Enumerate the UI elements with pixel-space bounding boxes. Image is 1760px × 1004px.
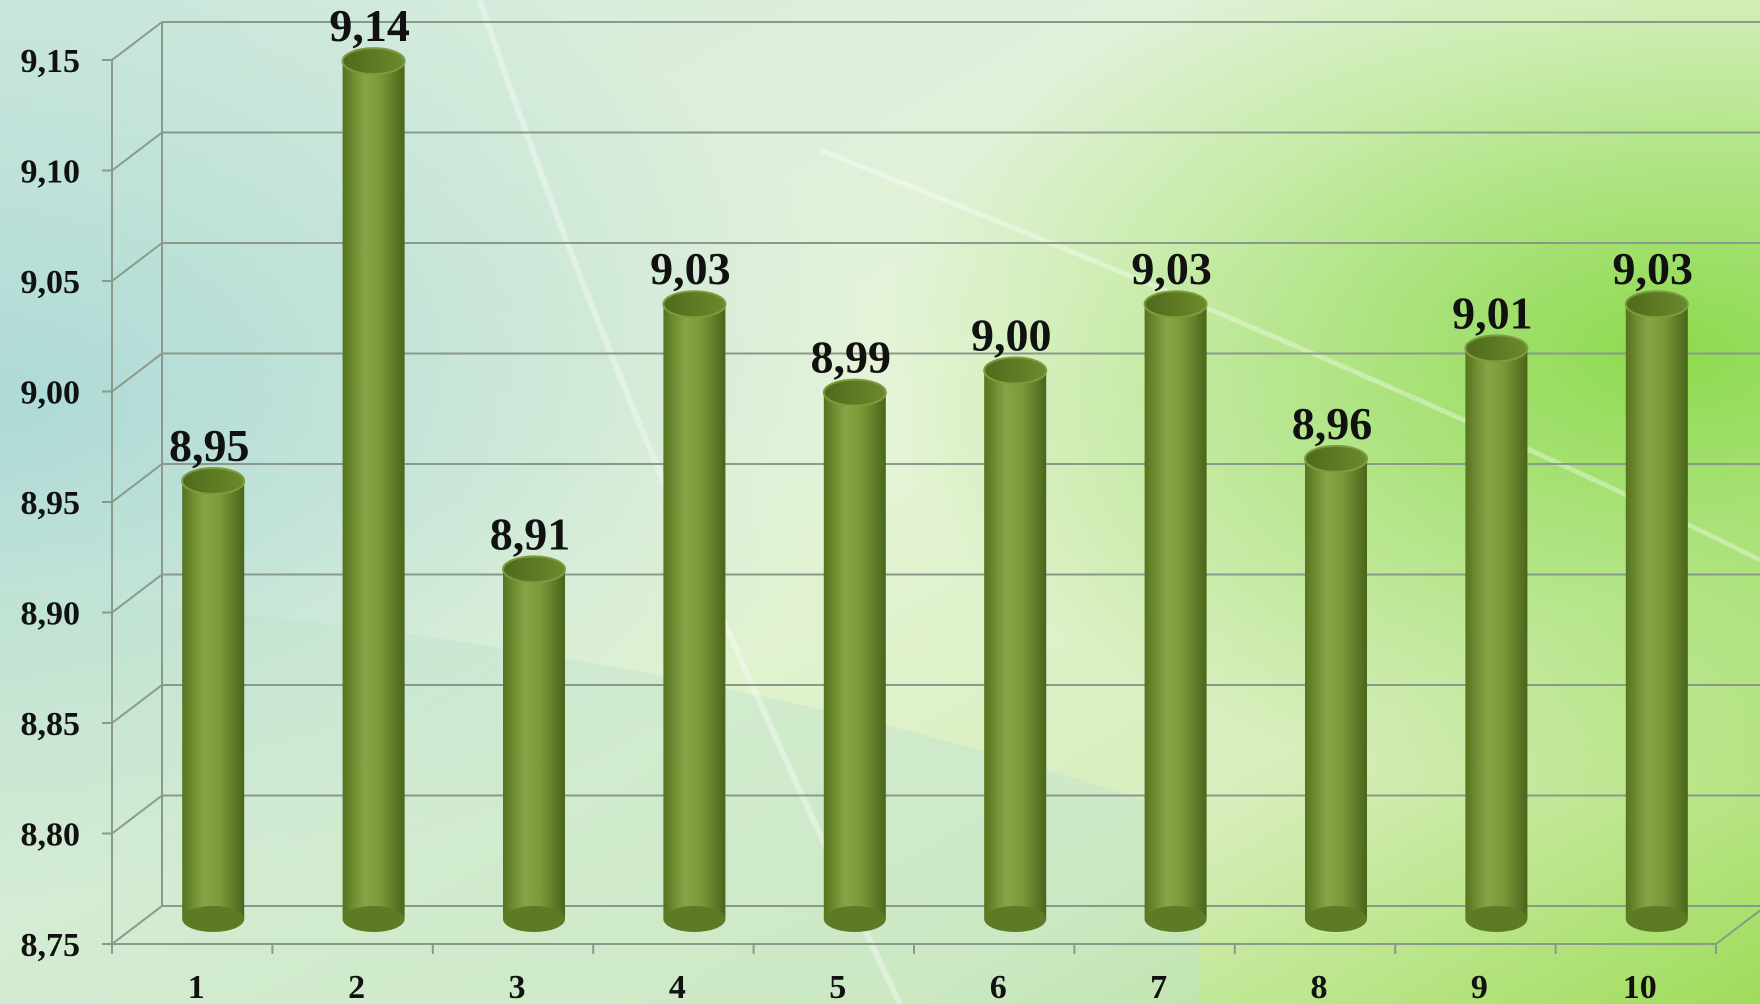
y-tick-label: 8,85 — [21, 706, 81, 743]
y-tick-label: 8,95 — [21, 485, 81, 522]
bar-body — [1625, 304, 1688, 919]
bar-cap — [1304, 444, 1368, 473]
x-tick-label: 9 — [1471, 969, 1488, 1004]
bar-2 — [341, 47, 406, 932]
bar-body — [1305, 458, 1367, 919]
bar-4 — [662, 290, 727, 932]
bar-7 — [1143, 290, 1208, 932]
floor-right-edge — [1715, 909, 1760, 945]
bar-body — [663, 304, 726, 919]
data-label: 8,99 — [811, 332, 892, 383]
data-label: 9,03 — [1131, 243, 1212, 294]
bar-base — [663, 906, 726, 932]
bar-base — [1305, 906, 1367, 932]
bar-cap — [662, 290, 727, 319]
y-axis-tick-labels: 8,75 8,80 8,85 8,90 8,95 9,00 9,05 9,10 9,15 — [21, 43, 81, 964]
bar-cap — [1143, 290, 1208, 319]
bar-cap — [502, 555, 566, 584]
bar-8 — [1304, 444, 1368, 932]
data-label: 9,03 — [650, 243, 731, 294]
bar-body — [823, 392, 886, 920]
bar-cap — [1624, 290, 1689, 319]
bar-1 — [181, 467, 246, 932]
data-label: 9,14 — [329, 0, 410, 51]
x-tick-label: 5 — [829, 969, 846, 1004]
gridline-side — [111, 463, 163, 503]
gridline-side — [111, 242, 163, 282]
gridline-side — [111, 794, 163, 835]
bar-base — [823, 906, 886, 932]
data-label: 9,01 — [1452, 287, 1533, 338]
gridline-side — [111, 352, 163, 393]
y-tick-label: 9,00 — [21, 375, 81, 412]
gridline-side — [111, 21, 163, 61]
bars: 8,95 9,14 8,91 9,03 8,99 9,00 9,03 8,96 9,01 9,03 — [169, 0, 1693, 932]
bar-cap — [983, 356, 1048, 385]
data-label: 9,03 — [1613, 243, 1694, 294]
bar-10 — [1624, 290, 1689, 932]
bar-body — [182, 481, 245, 919]
bar-9 — [1464, 334, 1529, 932]
data-label: 9,00 — [971, 310, 1052, 361]
data-label: 8,95 — [169, 420, 250, 471]
bar-body — [1465, 348, 1528, 919]
bar-body — [1144, 304, 1207, 919]
y-tick-label: 8,80 — [21, 817, 81, 854]
data-label: 8,96 — [1292, 398, 1373, 449]
bar-body — [984, 370, 1047, 919]
x-tick-label: 4 — [669, 969, 686, 1004]
gridline-side — [111, 684, 163, 724]
x-tick-label: 7 — [1150, 969, 1167, 1004]
bar-3 — [502, 555, 566, 932]
x-tick-label: 8 — [1311, 969, 1328, 1004]
bar-cap — [1464, 334, 1529, 363]
bar-cap — [341, 47, 406, 76]
y-tick-label: 8,75 — [21, 927, 81, 964]
bar-5 — [822, 378, 887, 932]
y-tick-label: 9,15 — [21, 43, 81, 80]
bar-base — [182, 906, 245, 932]
y-tick-label: 8,90 — [21, 596, 81, 633]
gridline-side — [111, 573, 163, 614]
bar-body — [342, 61, 405, 920]
bar-base — [503, 906, 565, 932]
bar-base — [342, 906, 405, 932]
bar-base — [1465, 906, 1528, 932]
gridline-side — [111, 131, 163, 172]
bar-6 — [983, 356, 1048, 932]
x-axis-tick-labels: 1 2 3 4 5 6 7 8 9 10 — [188, 969, 1657, 1004]
gridline-side — [111, 905, 163, 945]
bar-base — [984, 906, 1047, 932]
y-tick-label: 9,10 — [21, 154, 81, 191]
x-tick-label: 3 — [509, 969, 526, 1004]
bar-base — [1625, 906, 1688, 932]
bar-cap — [822, 378, 887, 407]
x-tick-label: 2 — [348, 969, 365, 1004]
y-tick-label: 9,05 — [21, 264, 81, 301]
bar-base — [1144, 906, 1207, 932]
axes — [102, 59, 1760, 954]
data-label: 8,91 — [490, 508, 571, 559]
x-tick-label: 1 — [188, 969, 205, 1004]
bar-body — [503, 569, 565, 919]
bar-cap — [181, 467, 246, 495]
x-tick-label: 6 — [990, 969, 1007, 1004]
x-tick-label: 10 — [1623, 969, 1657, 1004]
